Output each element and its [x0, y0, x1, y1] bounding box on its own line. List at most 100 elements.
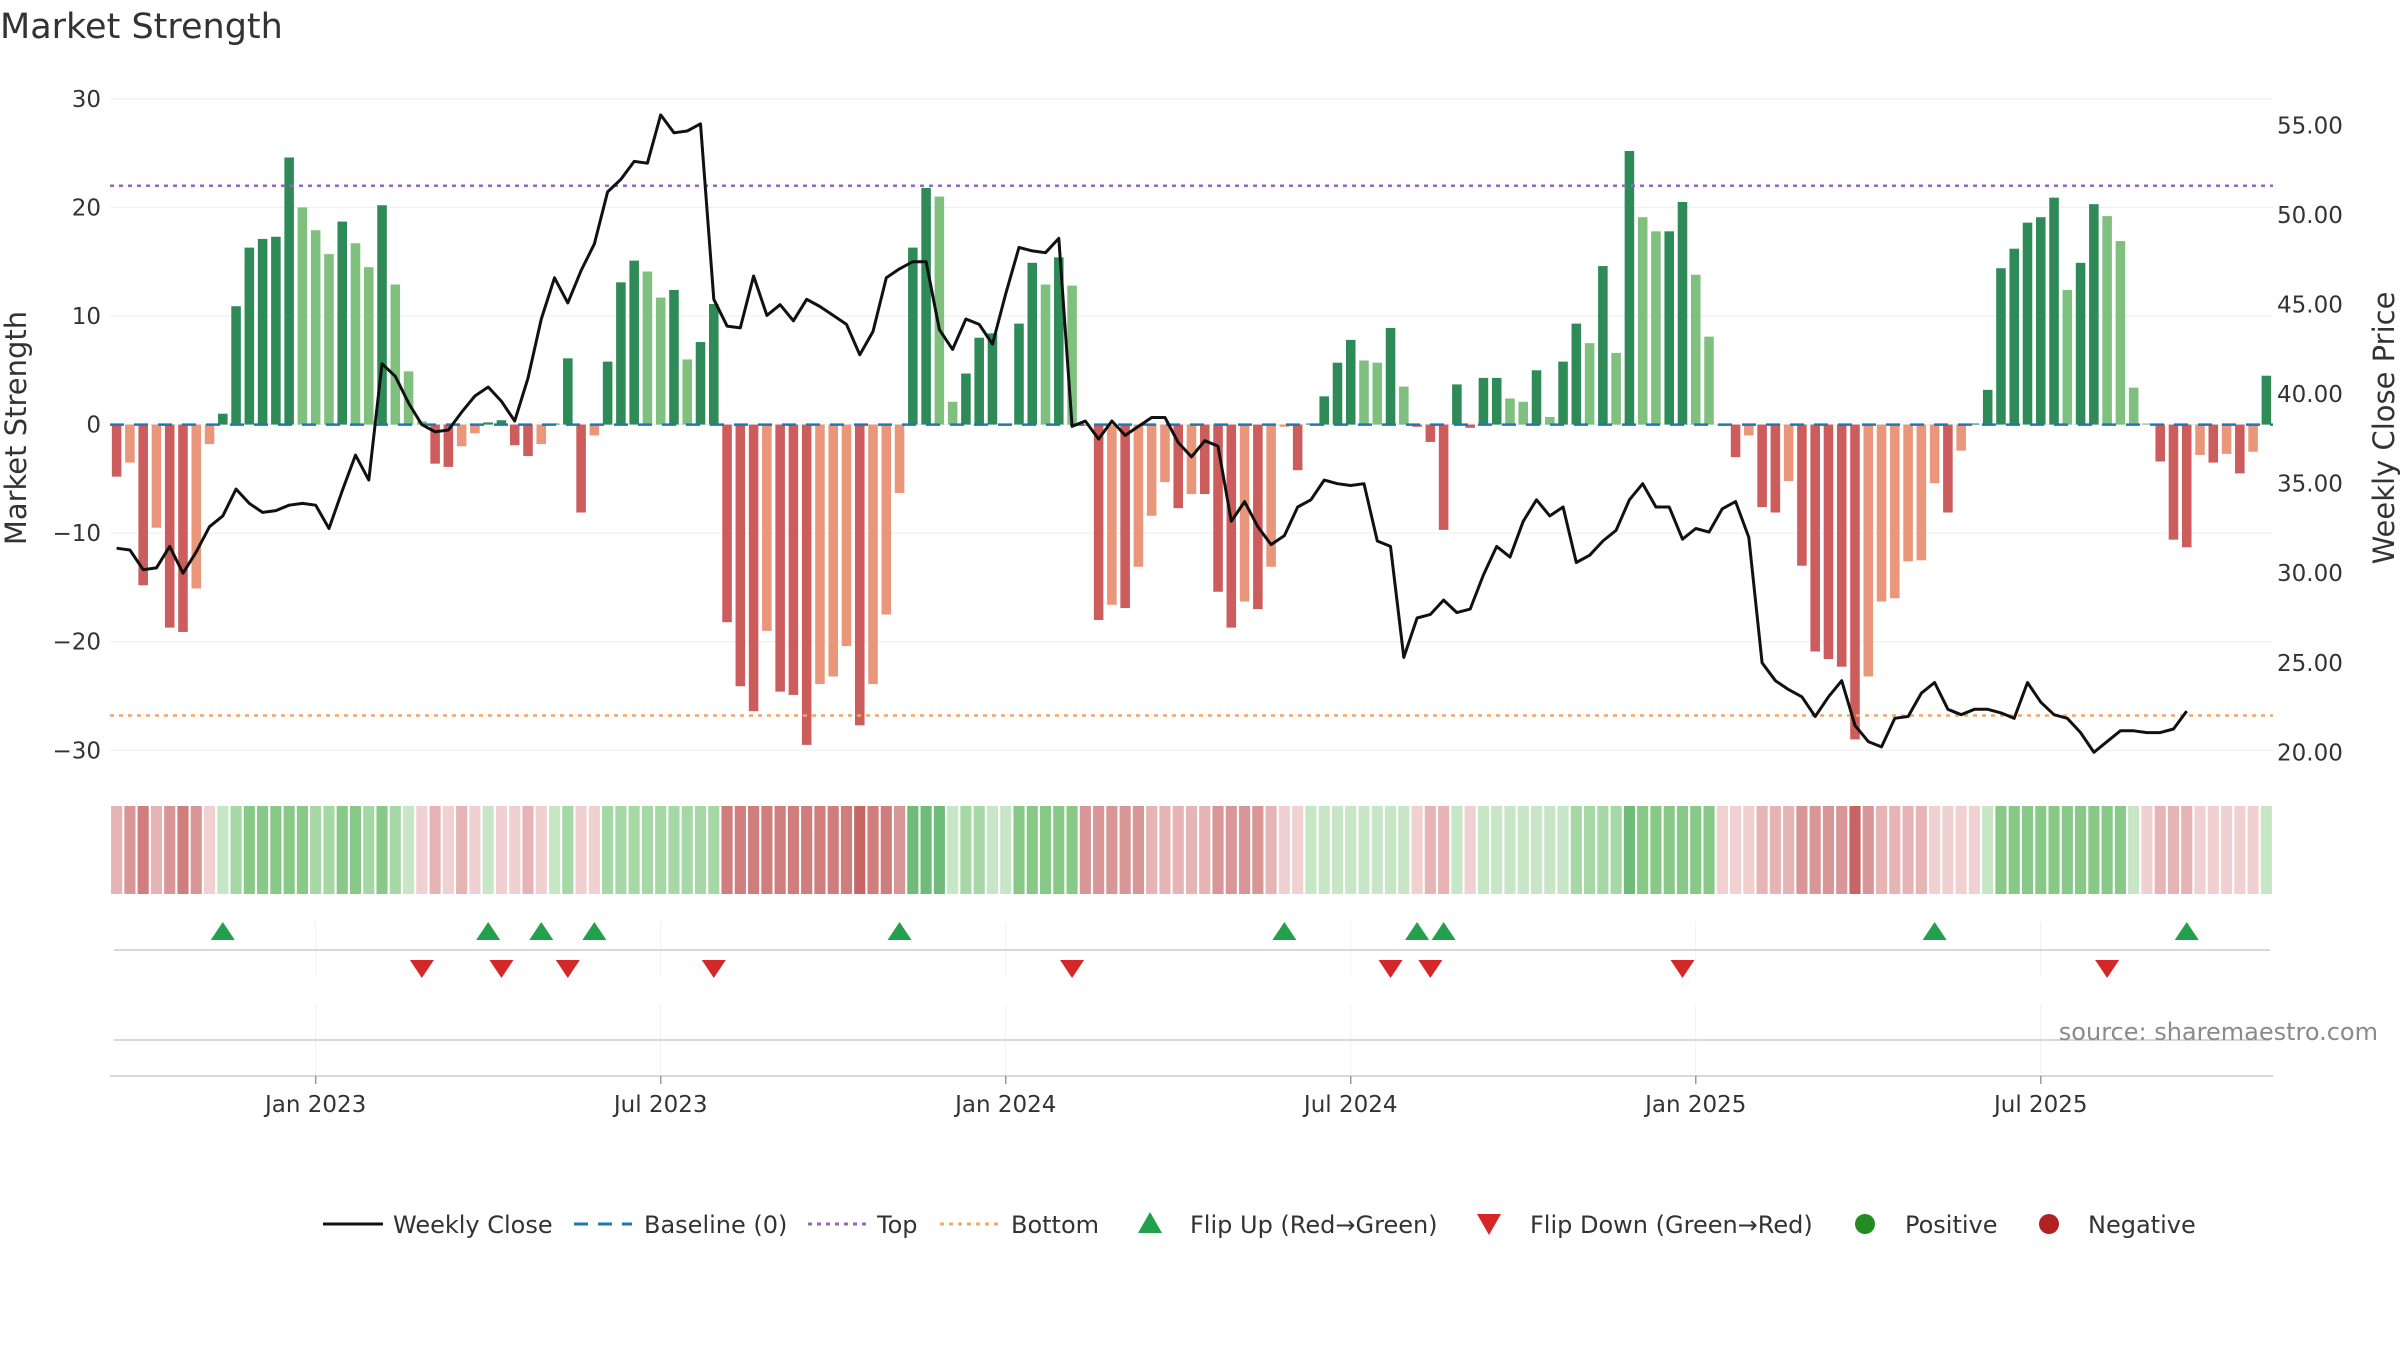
regime-cell [708, 806, 720, 894]
regime-cell [349, 806, 362, 894]
regime-cell [1584, 806, 1596, 894]
reference-lines [110, 184, 2273, 717]
strength-bar [2208, 424, 2219, 463]
regime-cell [1172, 806, 1184, 894]
strength-bar [669, 289, 679, 425]
regime-cell [1743, 806, 1755, 894]
y2-tick-label: 55.00 [2277, 114, 2343, 140]
strength-bar [629, 260, 639, 425]
regime-cell [1477, 806, 1490, 894]
strength-bar [2142, 423, 2152, 425]
strength-bar [496, 420, 507, 425]
strength-bar [1372, 362, 1383, 425]
regime-cell [2167, 806, 2180, 894]
regime-cell [721, 806, 733, 894]
strength-bar [974, 337, 984, 425]
regime-cell [1106, 806, 1118, 894]
legend-label-bottom: Bottom [1011, 1211, 1099, 1239]
regime-cell [283, 806, 295, 894]
regime-cell [1902, 806, 1914, 894]
x-tick-label: Jan 2025 [1643, 1092, 1746, 1118]
regime-cell [1836, 806, 1848, 894]
regime-cell [363, 806, 375, 894]
regime-cell [655, 806, 667, 894]
strength-bar [1836, 424, 1847, 667]
regime-cell [1716, 806, 1728, 894]
regime-cell [111, 806, 123, 894]
regime-cell [1597, 806, 1609, 894]
y2-tick-label: 40.00 [2277, 382, 2343, 408]
legend-label-flip-up: Flip Up (Red→Green) [1190, 1211, 1438, 1239]
regime-cell [1398, 806, 1410, 894]
strength-bar [2195, 424, 2205, 455]
strength-bar [1558, 361, 1568, 425]
regime-cell [429, 806, 441, 894]
strength-bar [509, 424, 520, 446]
strength-bar [1744, 424, 1754, 436]
strength-bar [2035, 217, 2046, 425]
strength-bar [1690, 274, 1701, 425]
strength-bar [1531, 370, 1542, 425]
strength-bar [2261, 375, 2272, 425]
strength-bar [1093, 424, 1104, 620]
strength-bar [483, 422, 493, 425]
flip-down-marker [2095, 960, 2120, 978]
strength-bar [1040, 284, 1051, 425]
regime-cell [973, 806, 985, 894]
flip-up-marker [2174, 922, 2199, 940]
strength-bar [1929, 424, 1940, 484]
strength-bar [682, 359, 693, 425]
regime-cell [548, 806, 561, 894]
strength-bar [1213, 424, 1223, 592]
strength-bar [1664, 231, 1674, 425]
strength-bar [164, 424, 175, 628]
regime-cell [1637, 806, 1649, 894]
strength-bar [2089, 204, 2099, 425]
regime-cell [1663, 806, 1675, 894]
strength-bar [1770, 424, 1781, 513]
regime-cell [2008, 806, 2020, 894]
strength-bar [257, 238, 268, 425]
regime-cell [986, 806, 999, 894]
strength-bar [1624, 150, 1635, 425]
flip-down-marker [555, 960, 580, 978]
strength-bar [1266, 424, 1276, 567]
regime-cell [296, 806, 308, 894]
regime-cell [1796, 806, 1808, 894]
strength-bar [602, 361, 613, 425]
strength-bar [297, 207, 308, 425]
y2-tick-label: 45.00 [2277, 293, 2343, 319]
strength-bar [1292, 424, 1303, 471]
regime-cell [1491, 806, 1503, 894]
regime-cell [456, 806, 468, 894]
flip-up-marker [476, 922, 501, 940]
legend-swatch-positive [1855, 1214, 1875, 1234]
regime-cell [2035, 806, 2047, 894]
regime-cell [1504, 806, 1516, 894]
regime-cell [1530, 806, 1543, 894]
strength-bar [218, 413, 228, 425]
legend-label-weekly-close: Weekly Close [393, 1211, 553, 1239]
regime-cell [628, 806, 640, 894]
regime-cell [1822, 806, 1835, 894]
regime-cell [389, 806, 401, 894]
regime-cell [310, 806, 322, 894]
strength-bar [337, 221, 348, 425]
x-tick-label: Jan 2023 [263, 1092, 366, 1118]
regime-cell [243, 806, 255, 894]
strength-bar [1916, 424, 1927, 561]
flip-markers [210, 922, 2199, 978]
regime-cell [1185, 806, 1198, 894]
strength-bar [1107, 424, 1117, 605]
strength-bar [709, 304, 719, 425]
strength-bar [908, 247, 918, 425]
regime-cell [562, 806, 574, 894]
strength-bar [722, 424, 732, 623]
regime-cell [2154, 806, 2166, 894]
regime-cell [270, 806, 282, 894]
regime-cell [2021, 806, 2034, 894]
regime-cell [164, 806, 176, 894]
strength-bar [2022, 222, 2033, 425]
strength-bar [191, 424, 202, 589]
regime-cell [1252, 806, 1264, 894]
